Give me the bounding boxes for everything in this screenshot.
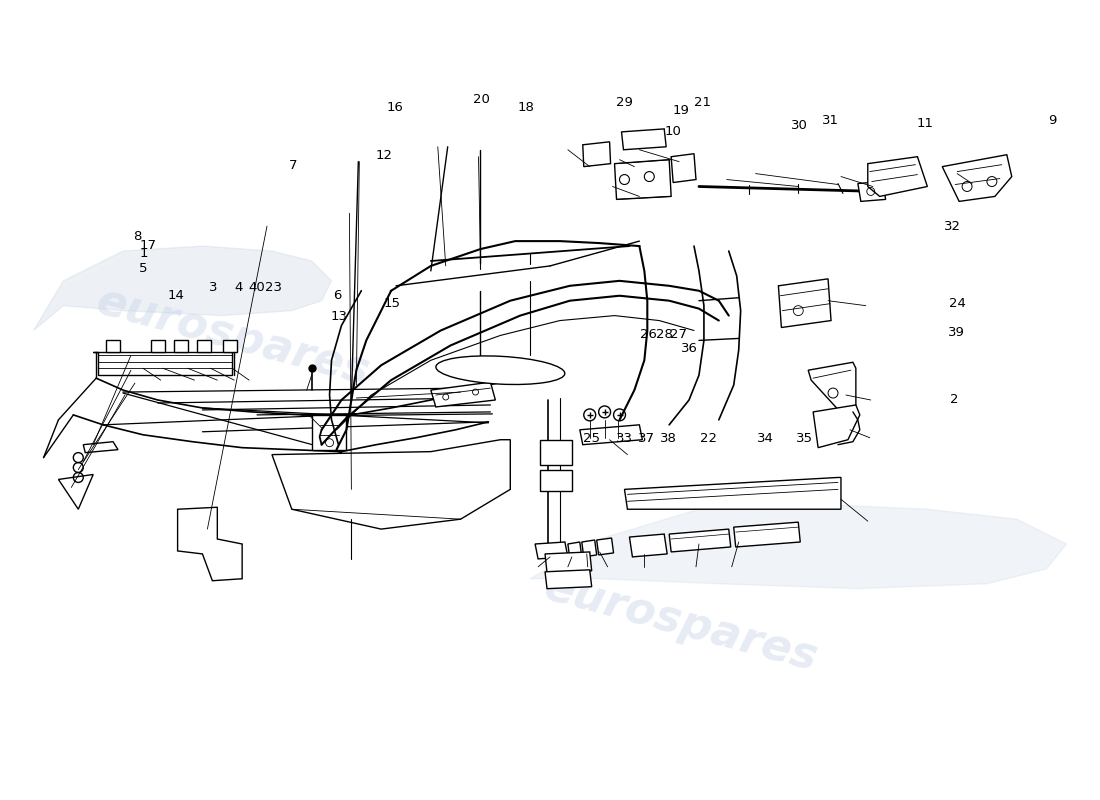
Text: 26: 26: [640, 328, 657, 342]
Polygon shape: [615, 160, 671, 199]
Text: 29: 29: [616, 95, 632, 109]
Text: 30: 30: [791, 119, 807, 133]
Text: 6: 6: [333, 289, 341, 302]
Text: 14: 14: [168, 289, 185, 302]
Text: 17: 17: [140, 238, 156, 251]
Text: 13: 13: [331, 310, 348, 323]
Text: 36: 36: [681, 342, 698, 355]
Polygon shape: [625, 478, 842, 510]
Text: 7: 7: [289, 159, 297, 172]
Polygon shape: [431, 382, 495, 407]
Text: 9: 9: [1048, 114, 1057, 127]
Polygon shape: [808, 362, 856, 415]
Text: 37: 37: [638, 432, 654, 445]
Polygon shape: [540, 440, 572, 465]
Text: 28: 28: [657, 328, 673, 342]
Polygon shape: [583, 142, 610, 166]
Text: 22: 22: [700, 432, 717, 445]
Polygon shape: [582, 540, 596, 557]
Polygon shape: [34, 246, 331, 330]
Polygon shape: [84, 442, 118, 453]
Text: 35: 35: [796, 432, 813, 445]
Text: 15: 15: [383, 297, 400, 310]
Polygon shape: [813, 405, 860, 448]
Text: 5: 5: [140, 262, 147, 275]
Text: 34: 34: [757, 432, 773, 445]
Text: 16: 16: [386, 101, 404, 114]
Text: 8: 8: [133, 230, 141, 243]
Polygon shape: [858, 182, 886, 202]
Polygon shape: [174, 341, 187, 352]
Text: 10: 10: [666, 125, 682, 138]
Text: 25: 25: [583, 432, 600, 445]
Polygon shape: [535, 542, 568, 559]
Text: 33: 33: [616, 432, 632, 445]
Text: 38: 38: [660, 432, 676, 445]
Polygon shape: [568, 542, 582, 559]
Text: 11: 11: [916, 117, 933, 130]
Polygon shape: [596, 538, 614, 555]
Polygon shape: [106, 341, 120, 352]
Polygon shape: [734, 522, 801, 547]
Text: 20: 20: [473, 94, 490, 106]
Text: eurospares: eurospares: [91, 279, 375, 394]
Polygon shape: [177, 507, 242, 581]
Polygon shape: [272, 440, 510, 529]
Polygon shape: [621, 129, 667, 150]
Text: 39: 39: [948, 326, 965, 339]
Text: 18: 18: [517, 101, 535, 114]
Text: 24: 24: [949, 297, 966, 310]
Ellipse shape: [436, 356, 564, 385]
Text: 23: 23: [265, 281, 282, 294]
Polygon shape: [223, 341, 238, 352]
Text: 40: 40: [249, 281, 265, 294]
Text: 1: 1: [140, 246, 147, 259]
Text: 3: 3: [209, 281, 218, 294]
Text: 12: 12: [375, 149, 393, 162]
Polygon shape: [540, 470, 572, 491]
Polygon shape: [151, 341, 165, 352]
Polygon shape: [580, 425, 642, 445]
Polygon shape: [311, 415, 346, 450]
Polygon shape: [779, 279, 830, 327]
Text: 21: 21: [694, 95, 712, 109]
Text: 27: 27: [670, 328, 688, 342]
Polygon shape: [544, 570, 592, 589]
Polygon shape: [530, 504, 1066, 589]
Polygon shape: [198, 341, 211, 352]
Polygon shape: [544, 552, 592, 573]
Polygon shape: [943, 154, 1012, 202]
Polygon shape: [58, 474, 94, 510]
Text: 19: 19: [672, 103, 690, 117]
Text: 31: 31: [822, 114, 839, 127]
Polygon shape: [671, 154, 696, 182]
Text: 32: 32: [944, 220, 960, 234]
Text: eurospares: eurospares: [540, 566, 823, 680]
Polygon shape: [629, 534, 668, 557]
Text: 4: 4: [234, 281, 243, 294]
Polygon shape: [868, 157, 927, 197]
Polygon shape: [94, 352, 232, 375]
Polygon shape: [669, 529, 730, 552]
Text: 2: 2: [950, 394, 958, 406]
